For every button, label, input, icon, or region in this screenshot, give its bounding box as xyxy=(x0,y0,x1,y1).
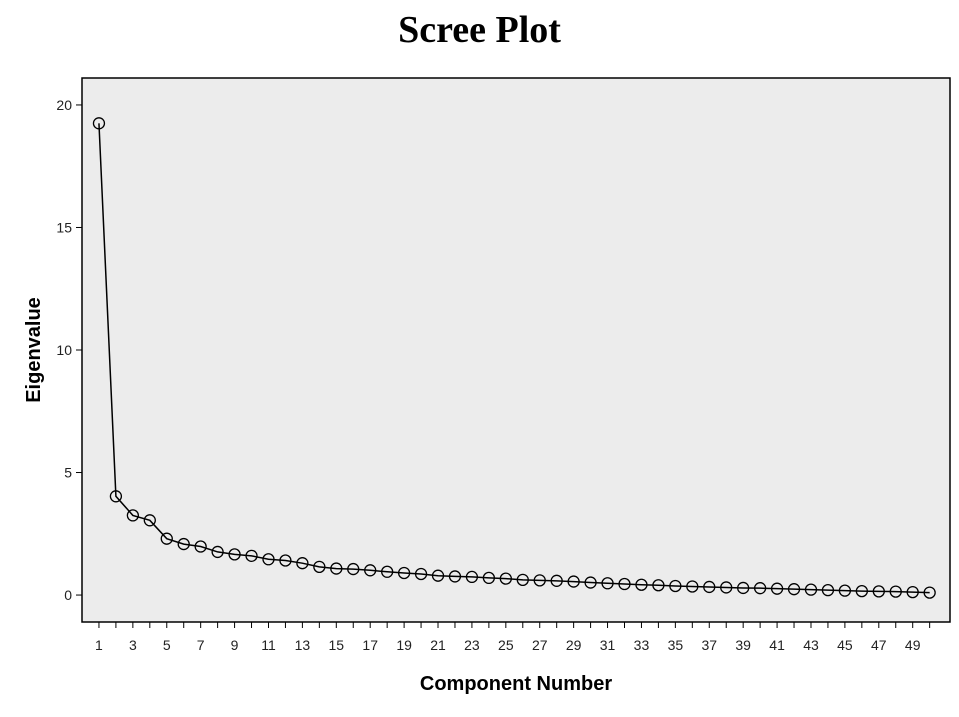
x-tick-label: 41 xyxy=(769,637,785,653)
data-point xyxy=(550,574,563,587)
x-tick-label: 45 xyxy=(837,637,853,653)
data-point xyxy=(381,565,394,578)
x-tick-label: 29 xyxy=(566,637,582,653)
data-point xyxy=(770,582,784,595)
data-point xyxy=(313,560,326,574)
x-tick-label: 33 xyxy=(634,637,650,653)
y-axis-ticks: 0 5 10 15 20 xyxy=(56,97,82,603)
x-tick-label: 1 xyxy=(95,637,103,653)
y-tick-label: 20 xyxy=(56,97,72,113)
data-point xyxy=(821,583,835,597)
x-tick-label: 35 xyxy=(668,637,684,653)
x-tick-label: 39 xyxy=(735,637,751,653)
data-point xyxy=(737,581,750,595)
data-point xyxy=(686,580,699,593)
data-point xyxy=(448,570,462,583)
data-point xyxy=(465,570,479,584)
data-point xyxy=(703,580,716,594)
data-point xyxy=(177,537,190,551)
x-tick-label: 21 xyxy=(430,637,446,653)
y-axis-label: Eigenvalue xyxy=(23,297,45,403)
data-point xyxy=(279,554,292,567)
data-point xyxy=(855,584,868,598)
data-point xyxy=(906,585,919,599)
series-line xyxy=(98,123,930,594)
data-point xyxy=(804,583,818,596)
data-point xyxy=(889,585,902,598)
data-point xyxy=(923,586,936,599)
data-point xyxy=(753,582,767,595)
x-axis-ticks: 1 3 5 7 9 11 13 15 17 19 21 23 25 27 29 31 33 35 37 39 41 43 4… xyxy=(95,622,931,653)
data-point xyxy=(720,581,733,594)
data-point xyxy=(211,545,224,559)
data-point xyxy=(397,566,411,580)
data-point xyxy=(296,557,309,570)
data-point xyxy=(872,585,885,598)
data-point xyxy=(838,584,852,597)
data-point xyxy=(669,579,682,593)
data-point xyxy=(347,562,360,576)
x-axis-label: Component Number xyxy=(420,673,612,695)
data-point xyxy=(194,540,207,553)
x-tick-label: 5 xyxy=(163,637,171,653)
x-tick-label: 3 xyxy=(129,637,137,653)
plot-area xyxy=(81,77,951,623)
x-tick-label: 23 xyxy=(464,637,480,653)
data-point xyxy=(364,564,377,577)
data-point xyxy=(584,576,597,589)
data-point xyxy=(618,577,631,591)
x-tick-label: 47 xyxy=(871,637,887,653)
y-tick-label: 5 xyxy=(64,465,72,481)
x-tick-label: 27 xyxy=(532,637,548,653)
data-point xyxy=(431,569,445,582)
x-tick-label: 7 xyxy=(197,637,205,653)
data-point xyxy=(499,572,512,585)
x-tick-label: 31 xyxy=(600,637,616,653)
data-point xyxy=(635,578,648,591)
data-point xyxy=(92,117,106,130)
x-tick-label: 13 xyxy=(295,637,311,653)
data-point xyxy=(109,490,123,503)
y-tick-label: 0 xyxy=(64,587,72,603)
x-tick-label: 37 xyxy=(701,637,717,653)
x-tick-label: 19 xyxy=(396,637,412,653)
x-tick-label: 43 xyxy=(803,637,819,653)
data-point xyxy=(245,549,258,562)
x-tick-label: 11 xyxy=(261,637,276,653)
data-point xyxy=(143,514,156,527)
data-point xyxy=(533,574,546,587)
y-tick-label: 10 xyxy=(56,342,72,358)
data-point xyxy=(262,553,275,566)
data-point xyxy=(601,577,614,590)
data-point xyxy=(652,579,665,592)
data-point xyxy=(482,571,496,585)
y-tick-label: 15 xyxy=(56,219,72,235)
data-point xyxy=(516,573,529,587)
chart-title: Scree Plot xyxy=(398,9,561,51)
x-tick-label: 9 xyxy=(231,637,239,653)
data-point xyxy=(787,583,801,596)
data-markers xyxy=(92,117,936,599)
x-tick-label: 15 xyxy=(329,637,345,653)
x-tick-label: 25 xyxy=(498,637,514,653)
data-point xyxy=(228,548,241,561)
data-point xyxy=(414,567,428,581)
x-tick-label: 49 xyxy=(905,637,921,653)
data-point xyxy=(160,532,173,545)
data-point xyxy=(126,509,140,522)
data-point xyxy=(567,575,580,588)
data-point xyxy=(330,562,343,575)
x-tick-label: 17 xyxy=(362,637,378,653)
